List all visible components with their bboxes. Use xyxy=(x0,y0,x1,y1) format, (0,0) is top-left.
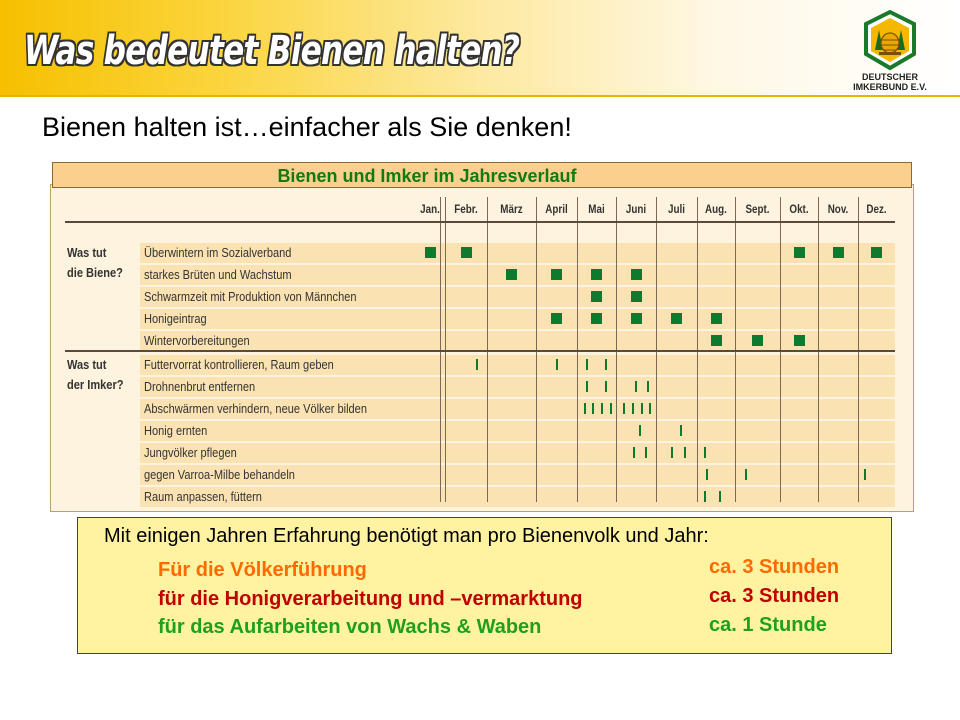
imkerbund-logo: DEUTSCHER IMKERBUND E.V. xyxy=(838,9,942,92)
effort-item-label: Für die Völkerführung xyxy=(158,559,367,581)
logo-text-line2: IMKERBUND E.V. xyxy=(853,82,927,92)
effort-info-heading: Mit einigen Jahren Erfahrung benötigt ma… xyxy=(104,525,709,547)
slide-subtitle: Bienen halten ist…einfacher als Sie denk… xyxy=(42,112,572,142)
calendar-table-title: Bienen und Imker im Jahresverlauf xyxy=(52,162,912,188)
slide-title: Was bedeutet Bienen halten? xyxy=(24,28,520,74)
logo-text-line1: DEUTSCHER xyxy=(861,72,918,82)
effort-item-value: ca. 3 Stunden xyxy=(709,556,840,578)
effort-item-label: für das Aufarbeiten von Wachs & Waben xyxy=(158,616,542,638)
effort-item-value: ca. 1 Stunde xyxy=(709,614,827,636)
effort-item-value: ca. 3 Stunden xyxy=(709,585,840,607)
effort-info-box xyxy=(77,517,892,654)
calendar-table xyxy=(50,184,914,512)
effort-item-label: für die Honigverarbeitung und –vermarktu… xyxy=(158,588,583,610)
hive-emblem-icon xyxy=(864,9,916,71)
slide-header-band xyxy=(0,0,960,96)
logo-text: DEUTSCHER IMKERBUND E.V. xyxy=(838,72,942,92)
header-divider xyxy=(0,95,960,97)
